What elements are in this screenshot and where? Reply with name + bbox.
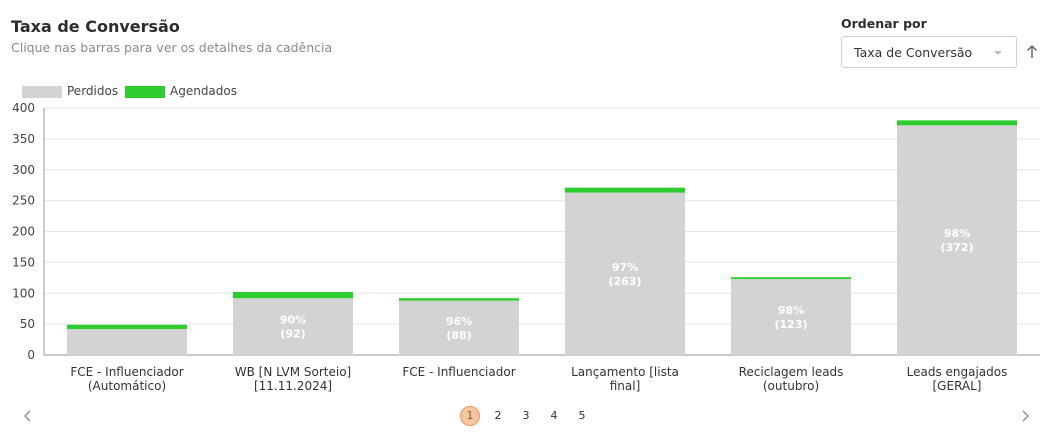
x-tick-label: Lançamento [lista [571, 365, 679, 379]
bar-agendados[interactable] [399, 298, 519, 301]
legend-swatch-perdidos [22, 86, 62, 98]
page-3[interactable]: 3 [522, 409, 530, 422]
y-tick-label: 150 [12, 255, 35, 269]
page-1[interactable]: 1 [460, 406, 480, 426]
chevron-left-icon[interactable] [20, 408, 36, 424]
y-tick-label: 350 [12, 132, 35, 146]
y-tick-label: 50 [20, 317, 35, 331]
page-4[interactable]: 4 [550, 409, 558, 422]
sort-select[interactable]: Taxa de Conversão [841, 36, 1017, 68]
bar-label-percent: 90% [280, 314, 306, 327]
sort-label: Ordenar por [841, 16, 927, 31]
bar-perdidos[interactable] [897, 125, 1017, 355]
chevron-right-icon[interactable] [1017, 408, 1033, 424]
y-tick-label: 400 [12, 101, 35, 115]
bar-label-percent: 98% [778, 304, 804, 317]
bar-label-count: (88) [446, 329, 471, 342]
bar-perdidos[interactable] [233, 298, 353, 355]
y-tick-label: 200 [12, 225, 35, 239]
x-tick-label: WB [N LVM Sorteio] [235, 365, 351, 379]
y-tick-label: 0 [27, 348, 35, 362]
legend-label-agendados: Agendados [170, 84, 237, 98]
x-tick-label: [11.11.2024] [254, 379, 332, 393]
bar-perdidos[interactable] [565, 192, 685, 355]
sort-select-value: Taxa de Conversão [854, 45, 973, 60]
legend-label-perdidos: Perdidos [67, 84, 119, 98]
x-tick-label: final] [610, 379, 641, 393]
chevron-down-icon [994, 51, 1002, 55]
bar-label-count: (263) [608, 275, 641, 288]
page-2[interactable]: 2 [494, 409, 502, 422]
x-tick-label: (outubro) [763, 379, 819, 393]
bar-perdidos[interactable] [731, 279, 851, 355]
bar-label-count: (372) [940, 241, 973, 254]
bar-label-count: (92) [280, 328, 305, 341]
arrow-up-icon[interactable] [1022, 41, 1042, 63]
page-5[interactable]: 5 [578, 409, 586, 422]
legend-swatch-agendados [125, 86, 165, 98]
bar-perdidos[interactable] [67, 329, 187, 355]
x-tick-label: FCE - Influenciador [70, 365, 183, 379]
bar-label-count: (123) [774, 318, 807, 331]
bar-label-percent: 96% [446, 315, 472, 328]
x-tick-label: Leads engajados [907, 365, 1008, 379]
x-tick-label: Reciclagem leads [739, 365, 844, 379]
chart-subtitle: Clique nas barras para ver os detalhes d… [11, 40, 333, 55]
bar-agendados[interactable] [67, 324, 187, 330]
x-tick-label: FCE - Influenciador [402, 365, 515, 379]
bar-agendados[interactable] [233, 292, 353, 299]
bar-chart: 0 50 100 150 200 250 300 350 400 FCE - Influencia… [12, 101, 1040, 393]
x-tick-label: (Automático) [88, 379, 166, 393]
bar-label-percent: 97% [612, 261, 638, 274]
bar-label-percent: 98% [944, 227, 970, 240]
bar-perdidos[interactable] [399, 300, 519, 355]
y-tick-label: 300 [12, 163, 35, 177]
bar-agendados[interactable] [565, 187, 685, 193]
y-tick-label: 100 [12, 286, 35, 300]
bar-agendados[interactable] [897, 120, 1017, 126]
bar-agendados[interactable] [731, 277, 851, 280]
y-tick-label: 250 [12, 194, 35, 208]
x-tick-label: [GERAL] [933, 379, 982, 393]
chart-title: Taxa de Conversão [11, 17, 180, 36]
